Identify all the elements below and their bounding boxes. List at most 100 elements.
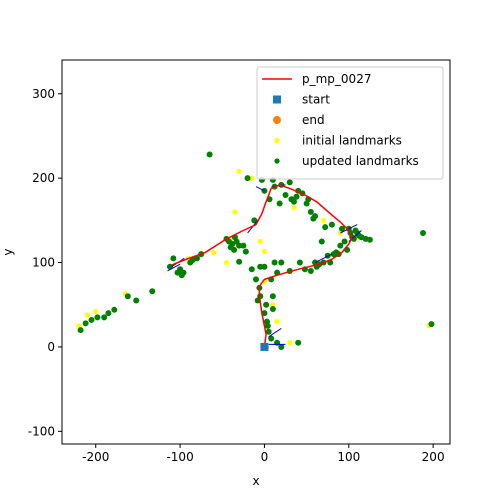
legend-swatch-landmark bbox=[274, 137, 280, 144]
tick-layer: -200 -100 0 100 200 -100 0 100 200 300 bbox=[28, 87, 445, 464]
x-tick-label: 200 bbox=[422, 450, 445, 464]
updated-landmark-point bbox=[290, 198, 297, 205]
legend-label: p_mp_0027 bbox=[302, 72, 371, 86]
updated-landmark-point bbox=[101, 314, 108, 321]
initial-landmark-point bbox=[261, 248, 268, 255]
updated-landmark-point bbox=[88, 316, 95, 323]
updated-landmark-point bbox=[337, 242, 344, 249]
updated-landmark-point bbox=[170, 255, 177, 262]
updated-landmark-point bbox=[271, 259, 278, 266]
x-axis-label: x bbox=[252, 474, 259, 488]
updated-landmark-point bbox=[236, 242, 243, 249]
updated-landmark-point bbox=[282, 192, 289, 199]
updated-landmark-point bbox=[278, 343, 285, 350]
heading-arrow bbox=[314, 253, 333, 263]
updated-landmark-point bbox=[366, 236, 373, 243]
updated-landmark-point bbox=[263, 301, 270, 308]
initial-landmark-point bbox=[270, 302, 276, 308]
initial-landmark-point bbox=[211, 249, 217, 256]
updated-landmark-point bbox=[264, 322, 271, 329]
initial-landmark-point bbox=[274, 319, 280, 325]
x-tick-label: -100 bbox=[166, 450, 193, 464]
initial-landmark-point bbox=[236, 168, 242, 175]
x-tick-label: 100 bbox=[337, 450, 360, 464]
initial-landmark-point bbox=[223, 259, 230, 266]
updated-landmark-point bbox=[265, 328, 272, 335]
updated-landmark-point bbox=[428, 321, 435, 328]
updated-landmark-point bbox=[82, 320, 89, 327]
updated-landmark-point bbox=[318, 238, 325, 245]
updated-landmark-point bbox=[261, 263, 268, 270]
initial-landmark-point bbox=[257, 238, 263, 245]
initial-landmark-point bbox=[93, 308, 99, 315]
legend-swatch-start bbox=[273, 95, 281, 104]
legend-swatch-end bbox=[273, 116, 281, 124]
updated-landmark-point bbox=[341, 238, 348, 245]
updated-landmark-point bbox=[248, 266, 255, 273]
updated-landmark-point bbox=[296, 259, 303, 266]
updated-landmark-point bbox=[257, 263, 264, 270]
plot-content bbox=[76, 151, 435, 351]
legend-box bbox=[256, 66, 444, 180]
initial-landmark-point bbox=[320, 217, 327, 223]
axes-frame bbox=[61, 59, 451, 445]
updated-landmark-point bbox=[286, 179, 293, 186]
legend-swatch-landmark bbox=[274, 158, 280, 164]
updated-landmark-point bbox=[253, 276, 259, 283]
updated-landmark-point bbox=[278, 259, 285, 266]
trajectory-line bbox=[171, 184, 354, 348]
initial-landmark-point bbox=[84, 312, 90, 318]
updated-landmark-point bbox=[206, 151, 213, 158]
updated-landmark-point bbox=[180, 269, 187, 276]
initial-landmark-point bbox=[287, 340, 293, 346]
plot-area bbox=[76, 151, 435, 351]
updated-landmark-point bbox=[322, 224, 329, 231]
updated-landmark-point bbox=[77, 327, 84, 334]
updated-landmark-point bbox=[111, 306, 118, 313]
heading-arrow bbox=[268, 327, 282, 338]
x-tick-label: 0 bbox=[261, 450, 269, 464]
updated-landmark-point bbox=[293, 193, 300, 200]
heading-arrow bbox=[340, 224, 358, 234]
updated-landmark-point bbox=[420, 230, 427, 237]
updated-landmark-point bbox=[231, 246, 238, 253]
legend-label: start bbox=[302, 93, 330, 107]
updated-landmark-point bbox=[328, 221, 335, 228]
updated-landmark-point bbox=[240, 242, 247, 249]
y-tick-label: 300 bbox=[32, 87, 55, 101]
x-tick-label: -200 bbox=[82, 450, 109, 464]
updated-landmark-point bbox=[166, 263, 173, 270]
updated-landmark-point bbox=[307, 208, 314, 215]
updated-landmark-point bbox=[94, 314, 101, 321]
y-axis-label: y bbox=[1, 248, 15, 255]
updated-landmark-point bbox=[236, 258, 243, 265]
updated-landmark-point bbox=[251, 217, 258, 224]
initial-landmark-point bbox=[232, 209, 238, 215]
y-tick-label: 100 bbox=[32, 256, 55, 270]
updated-landmark-point bbox=[269, 293, 276, 300]
updated-landmark-point bbox=[242, 248, 249, 255]
updated-landmark-point bbox=[295, 339, 302, 346]
heading-arrow bbox=[255, 186, 265, 192]
updated-landmark-point bbox=[339, 225, 346, 232]
updated-landmark-point bbox=[312, 213, 319, 220]
updated-landmark-point bbox=[244, 175, 251, 182]
heading-arrow bbox=[167, 263, 181, 272]
updated-landmark-point bbox=[269, 305, 276, 312]
legend-label: initial landmarks bbox=[302, 134, 402, 148]
y-tick-label: -100 bbox=[28, 424, 55, 438]
initial-landmark-point bbox=[249, 175, 255, 181]
updated-landmark-point bbox=[149, 288, 156, 295]
legend-label: end bbox=[302, 113, 325, 127]
updated-landmark-point bbox=[124, 293, 131, 300]
updated-landmark-point bbox=[276, 200, 283, 207]
updated-landmark-point bbox=[193, 255, 200, 262]
y-tick-label: 0 bbox=[47, 340, 55, 354]
updated-landmark-point bbox=[268, 335, 275, 342]
y-tick-label: 200 bbox=[32, 171, 55, 185]
updated-landmark-point bbox=[105, 310, 112, 317]
updated-landmark-point bbox=[307, 267, 314, 274]
start-marker bbox=[260, 342, 269, 351]
